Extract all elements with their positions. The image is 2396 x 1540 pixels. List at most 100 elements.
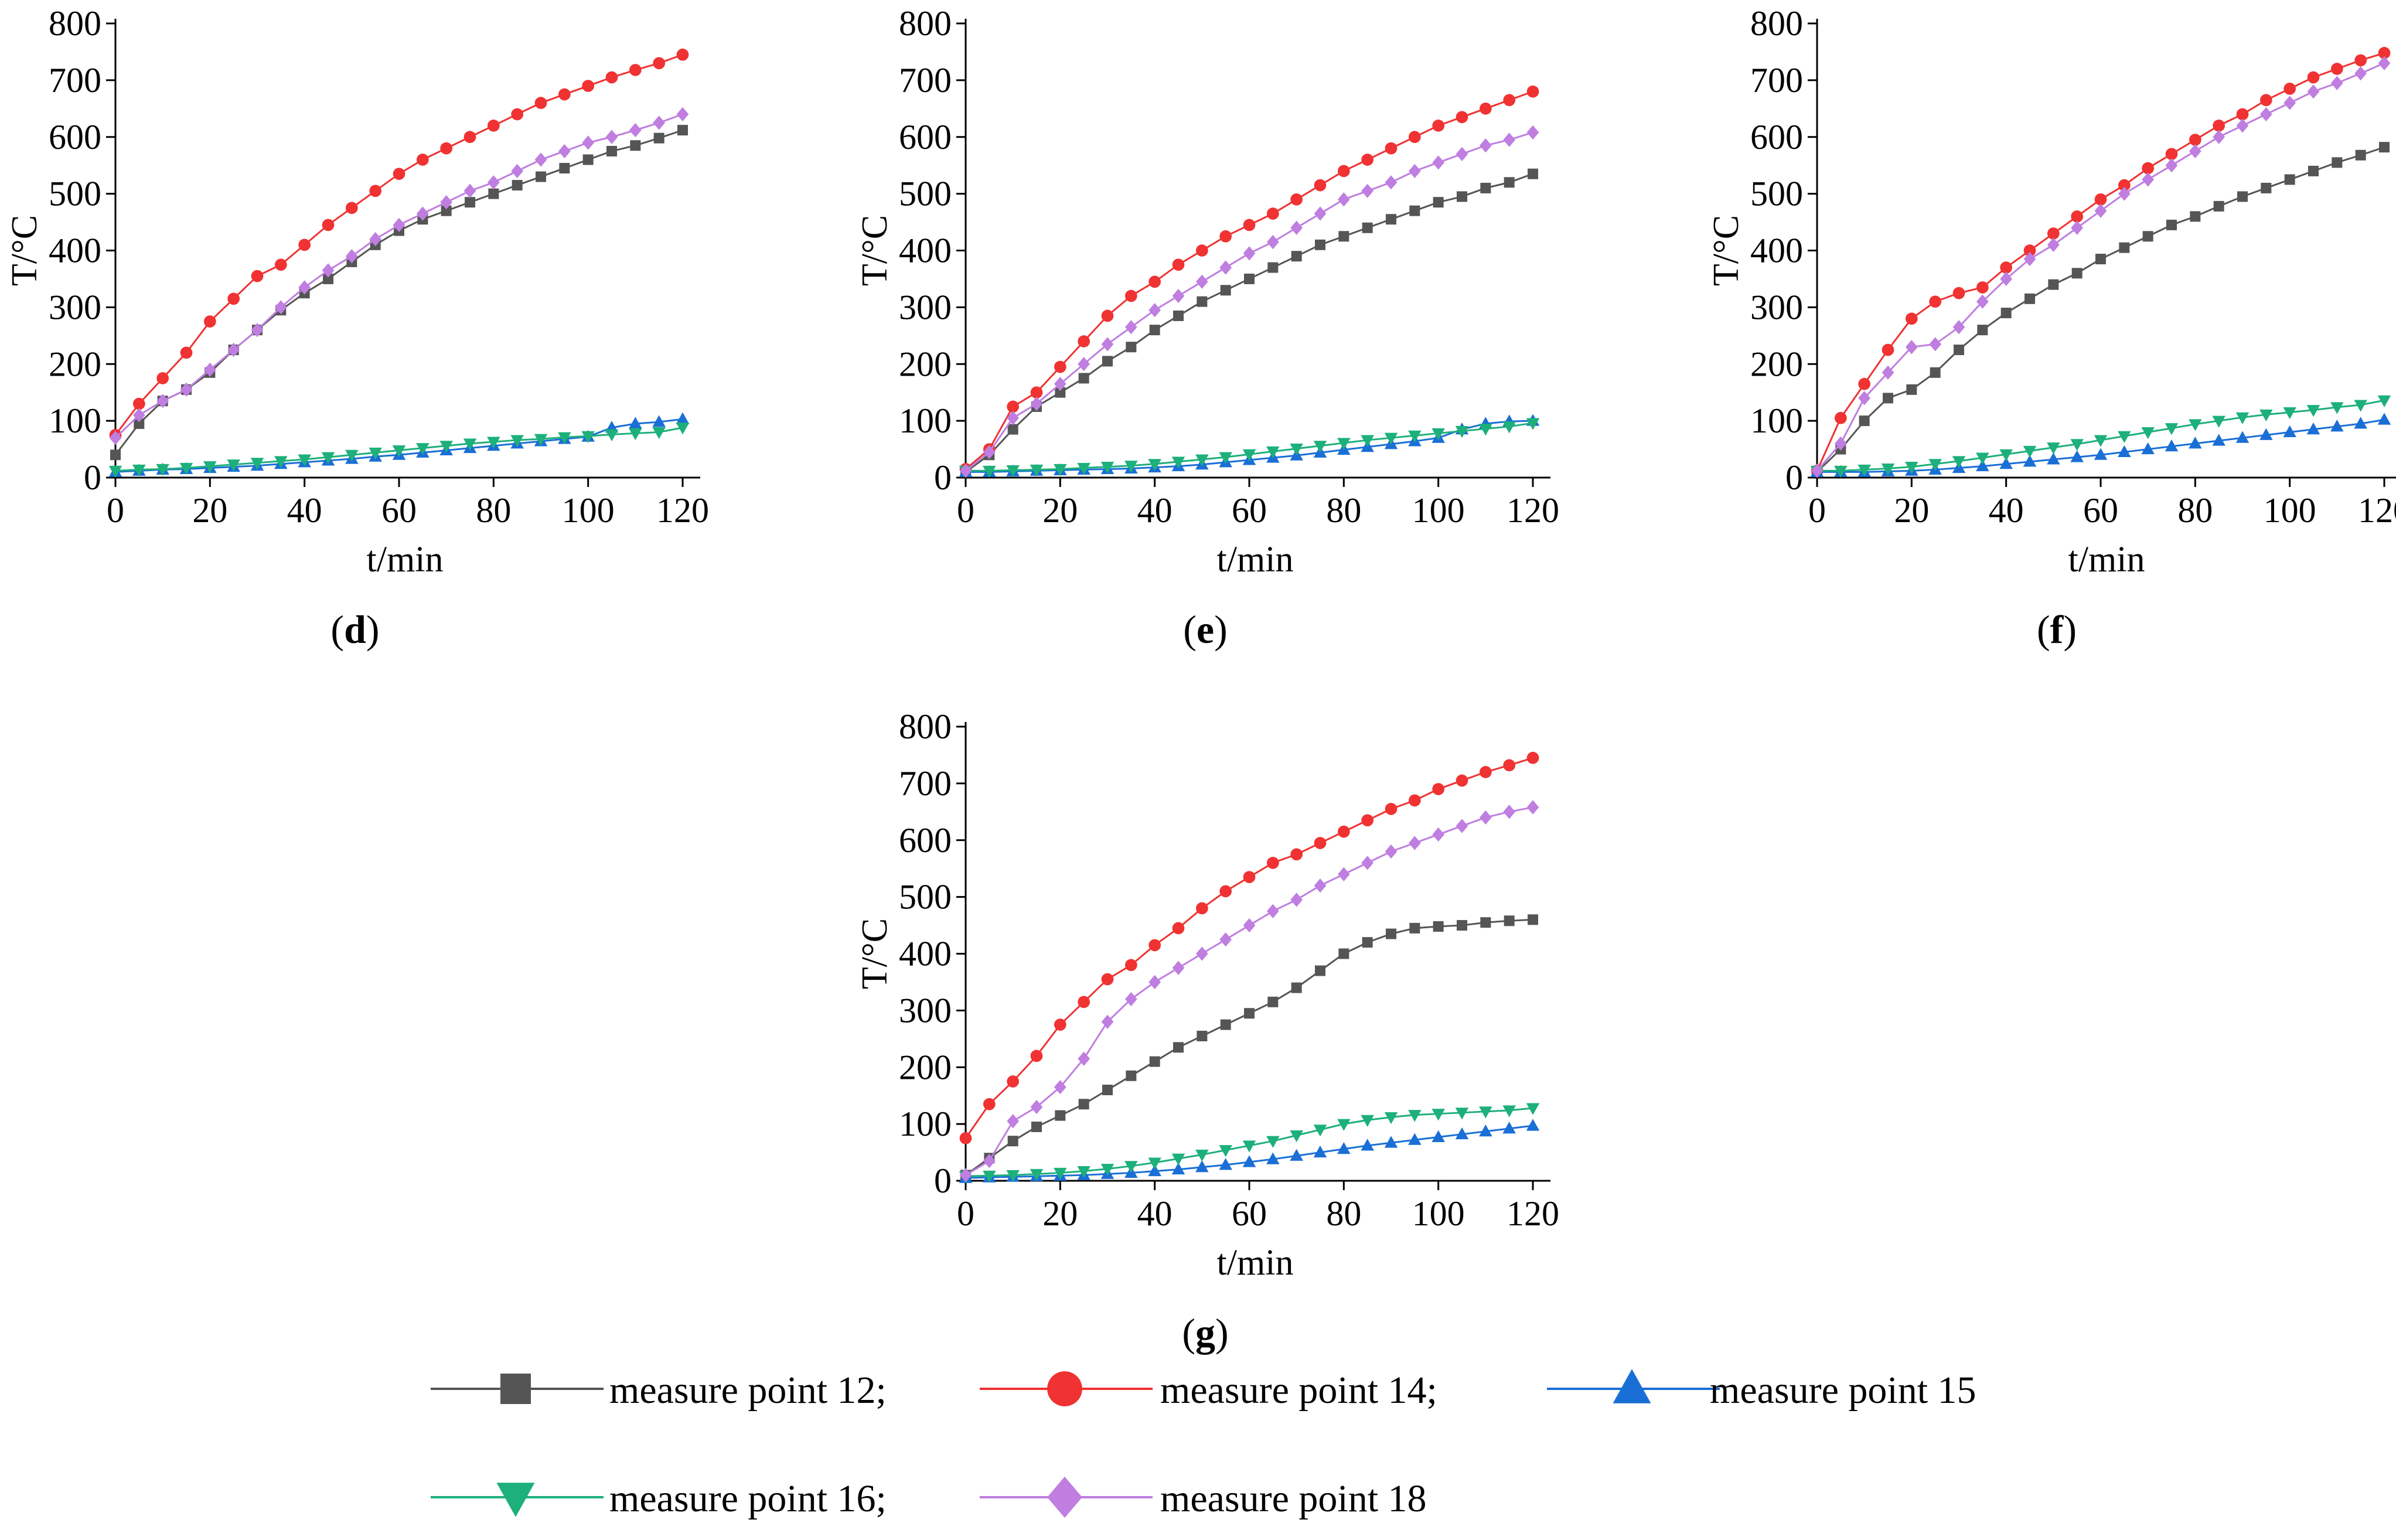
data-point-p18 xyxy=(1007,1114,1020,1129)
data-point-p15 xyxy=(1502,1122,1516,1134)
series-line-p18 xyxy=(1816,62,2385,472)
data-point-p14 xyxy=(1834,411,1847,424)
data-point-p15 xyxy=(1313,1145,1327,1158)
legend-label: measure point 16; xyxy=(609,1477,887,1520)
data-point-p18 xyxy=(1479,138,1492,153)
y-tick-label: 700 xyxy=(899,764,952,803)
data-point-p16 xyxy=(2354,400,2367,412)
data-point-p18 xyxy=(227,342,240,357)
data-point-p12 xyxy=(1480,182,1491,193)
data-point-p14 xyxy=(1526,751,1539,764)
y-tick-label: 300 xyxy=(49,288,101,326)
y-tick-label: 500 xyxy=(899,878,952,916)
data-point-p12 xyxy=(1267,996,1279,1007)
data-point-p18 xyxy=(1432,155,1445,170)
data-point-p18 xyxy=(2189,144,2201,159)
data-point-p12 xyxy=(1338,948,1349,959)
data-point-p14 xyxy=(2330,63,2343,75)
data-point-p16 xyxy=(534,434,548,446)
data-point-p15 xyxy=(2306,422,2320,435)
data-point-p16 xyxy=(1905,462,1918,474)
data-point-p18 xyxy=(322,263,335,278)
y-tick-label: 400 xyxy=(1750,231,1803,270)
data-point-p12 xyxy=(1409,205,1420,216)
data-point-p18 xyxy=(1385,175,1398,190)
data-point-p16 xyxy=(392,445,406,458)
data-point-p16 xyxy=(652,427,666,439)
data-point-p14 xyxy=(1503,94,1516,107)
x-axis-title: t/min xyxy=(2068,540,2145,580)
data-point-p12 xyxy=(1433,197,1444,208)
data-point-p14 xyxy=(1290,848,1303,861)
data-point-p18 xyxy=(1858,391,1871,406)
data-point-p16 xyxy=(676,423,690,435)
data-point-p16 xyxy=(983,1170,996,1183)
y-tick-label: 700 xyxy=(49,61,101,100)
data-point-p14 xyxy=(1007,1075,1020,1088)
data-point-p16 xyxy=(983,465,996,478)
data-point-p14 xyxy=(274,258,287,271)
data-point-p14 xyxy=(1361,154,1374,166)
y-tick-label: 800 xyxy=(1750,4,1803,43)
data-point-p14 xyxy=(605,71,618,84)
data-point-p14 xyxy=(1219,885,1232,898)
data-point-p18 xyxy=(983,445,996,459)
panel-label: (e) xyxy=(1183,607,1228,652)
y-tick-label: 600 xyxy=(1750,118,1803,156)
data-point-p16 xyxy=(179,462,193,475)
data-point-p18 xyxy=(2330,76,2343,90)
data-point-p14 xyxy=(1361,814,1374,827)
data-point-p12 xyxy=(1433,921,1444,932)
y-axis-title: T/°C xyxy=(5,215,45,286)
data-point-p14 xyxy=(1952,287,1965,299)
data-point-p18 xyxy=(1526,800,1539,815)
series-p18 xyxy=(959,125,1539,478)
data-point-p12 xyxy=(1883,393,1893,404)
data-point-p12 xyxy=(1386,214,1396,225)
data-point-p14 xyxy=(322,219,335,231)
legend-marker xyxy=(1047,1476,1082,1518)
data-point-p15 xyxy=(1384,1136,1398,1148)
data-point-p14 xyxy=(1172,258,1185,271)
data-point-p14 xyxy=(1124,289,1137,302)
series-p15 xyxy=(959,414,1540,477)
data-point-p15 xyxy=(2189,437,2202,449)
x-tick-label: 20 xyxy=(1042,491,1078,530)
data-point-p18 xyxy=(582,135,595,150)
data-point-p16 xyxy=(1479,1106,1492,1119)
data-point-p16 xyxy=(1952,456,1966,468)
data-point-p16 xyxy=(1361,1115,1374,1127)
series-p12 xyxy=(960,914,1538,1181)
data-point-p18 xyxy=(1054,1080,1066,1095)
data-point-p14 xyxy=(2307,71,2320,84)
data-point-p16 xyxy=(2212,415,2225,428)
x-tick-label: 100 xyxy=(2264,491,2316,530)
y-tick-label: 200 xyxy=(49,345,101,383)
data-point-p12 xyxy=(2024,293,2035,304)
y-tick-label: 0 xyxy=(934,458,952,497)
data-point-p15 xyxy=(1526,1119,1540,1131)
data-point-p12 xyxy=(441,205,452,216)
data-point-p18 xyxy=(2142,172,2155,187)
data-point-p14 xyxy=(1456,111,1468,124)
x-axis-title: t/min xyxy=(1217,1243,1294,1283)
x-tick-label: 100 xyxy=(1412,491,1465,530)
data-point-p16 xyxy=(558,432,571,444)
legend-item-p18: measure point 18 xyxy=(980,1476,1427,1520)
data-point-p14 xyxy=(1408,131,1421,144)
data-point-p14 xyxy=(1456,774,1468,787)
data-point-p12 xyxy=(2048,279,2059,290)
data-point-p14 xyxy=(629,64,642,76)
data-point-p18 xyxy=(1976,294,1989,309)
y-tick-label: 100 xyxy=(899,1105,952,1143)
x-tick-label: 80 xyxy=(476,491,511,530)
data-point-p16 xyxy=(1006,465,1020,478)
data-point-p16 xyxy=(1384,1112,1398,1125)
data-point-p14 xyxy=(1172,922,1185,935)
x-tick-label: 100 xyxy=(562,491,615,530)
data-point-p16 xyxy=(1479,424,1492,436)
x-tick-label: 0 xyxy=(957,491,974,530)
data-point-p16 xyxy=(1195,1149,1209,1162)
data-point-p18 xyxy=(1266,234,1279,250)
